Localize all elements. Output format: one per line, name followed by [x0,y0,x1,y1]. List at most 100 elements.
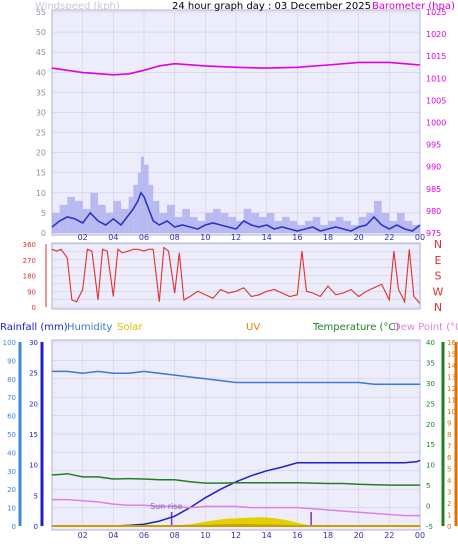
direction-tick-label: 360 [23,241,36,249]
gust-bar [220,212,229,233]
gust-bar [266,212,275,233]
temperature-c-line [51,472,420,486]
wind-tick-label: 5 [41,209,46,218]
humidity-tick-label: 50 [7,431,16,439]
gust-bar [153,200,160,233]
upper-x-tick-label: 08 [170,233,180,242]
lower-x-tick-label: 18 [323,531,333,540]
direction-tick-label: 0 [32,304,36,312]
gust-bar [228,216,236,233]
dew-tick-label: 0 [447,523,451,531]
lower-x-tick-label: 08 [170,531,180,540]
lower-x-tick-label: 20 [354,531,364,540]
gust-bar [144,164,149,233]
rain-tick-label: 15 [29,431,38,439]
rain-axis-label: Rainfall (mm) [0,322,68,333]
dew-tick-label: 10 [447,408,456,416]
temp-tick-label: 35 [426,359,435,367]
temp-tick-label: 20 [426,421,435,429]
dew-tick-label: 5 [447,466,451,474]
dew-tick-label: 3 [447,489,451,497]
gust-bar [148,184,154,233]
compass-label: S [435,270,442,283]
gust-bar [274,220,282,233]
gust-bar [358,216,367,233]
upper-x-tick-label: 02 [78,233,88,242]
dew-tick-label: 14 [447,362,456,370]
wind-tick-label: 25 [36,129,46,138]
lower-x-tick-label: 22 [384,531,394,540]
temp-tick-label: 10 [426,462,435,470]
gust-bar [366,212,374,233]
gust-bar [312,216,321,233]
dew-tick-label: 7 [447,443,451,451]
gust-bar [98,204,106,233]
wind-tick-label: 40 [36,68,46,77]
temp-tick-label: 0 [426,503,430,511]
humidity-tick-label: 10 [7,505,16,513]
gust-bar [374,200,382,233]
gust-bar [75,200,83,233]
rain-tick-label: 5 [34,492,38,500]
baro-tick-label: 995 [426,141,441,150]
gust-bar [305,220,313,233]
chart-title: 24 hour graph day : 03 December 2025 [172,1,371,12]
upper-x-tick-label: 20 [354,233,364,242]
baro-tick-label: 1005 [426,96,446,105]
humidity-axis-label: Humidity [67,322,112,333]
rain-tick-label: 30 [29,339,38,347]
barometer-line [51,61,421,76]
dew-tick-label: 2 [447,500,451,508]
compass-label: N [434,301,442,314]
wind-tick-label: 30 [36,108,46,117]
rain-tick-label: 20 [29,400,38,408]
lower-x-tick-label: 06 [139,531,149,540]
upper-x-tick-label: 06 [139,233,149,242]
lower-x-tick-label: 00 [415,531,425,540]
gust-bar [381,212,390,233]
uv-label: UV [246,322,260,333]
upper-x-tick-label: 16 [292,233,302,242]
baro-tick-label: 1015 [426,52,446,61]
compass-label: E [435,254,442,267]
upper-x-tick-label: 22 [384,233,394,242]
gust-bar [282,216,290,233]
direction-tick-label: 270 [23,257,36,265]
baro-tick-label: 1000 [426,119,446,128]
gust-bar [182,208,190,233]
humidity-line [52,370,420,386]
baro-tick-label: 985 [426,185,441,194]
wind-tick-label: 35 [36,88,46,97]
temp-tick-label: 40 [426,339,435,347]
rain-tick-label: 25 [29,370,38,378]
baro-tick-label: 1020 [426,30,446,39]
lower-x-tick-label: 10 [200,531,210,540]
wind-tick-label: 50 [36,28,46,37]
humidity-tick-label: 0 [12,523,16,531]
gust-bar [90,192,98,233]
compass-label: W [433,285,444,298]
gust-bar [343,220,351,233]
baro-tick-label: 990 [426,163,441,172]
wind-tick-label: 20 [36,149,46,158]
temp-tick-label: -5 [426,523,433,531]
dew-tick-label: 1 [447,512,451,520]
upper-x-tick-label: 00 [415,233,425,242]
upper-x-tick-label: 18 [323,233,333,242]
windspeed-line [51,191,421,232]
gust-bar [289,220,298,233]
humidity-tick-label: 40 [7,449,16,457]
humidity-tick-label: 100 [3,339,16,347]
rainfall-mm-line [52,459,421,527]
wind-direction-line [51,246,421,304]
dew-tick-label: 8 [447,431,451,439]
gust-bar [137,172,141,233]
gust-bar [236,220,244,233]
direction-tick-label: 90 [27,288,36,296]
gust-bar [259,216,267,233]
lower-x-tick-label: 16 [292,531,302,540]
temp-tick-label: 15 [426,441,435,449]
gust-bar [128,196,134,233]
baro-tick-label: 975 [426,229,441,238]
